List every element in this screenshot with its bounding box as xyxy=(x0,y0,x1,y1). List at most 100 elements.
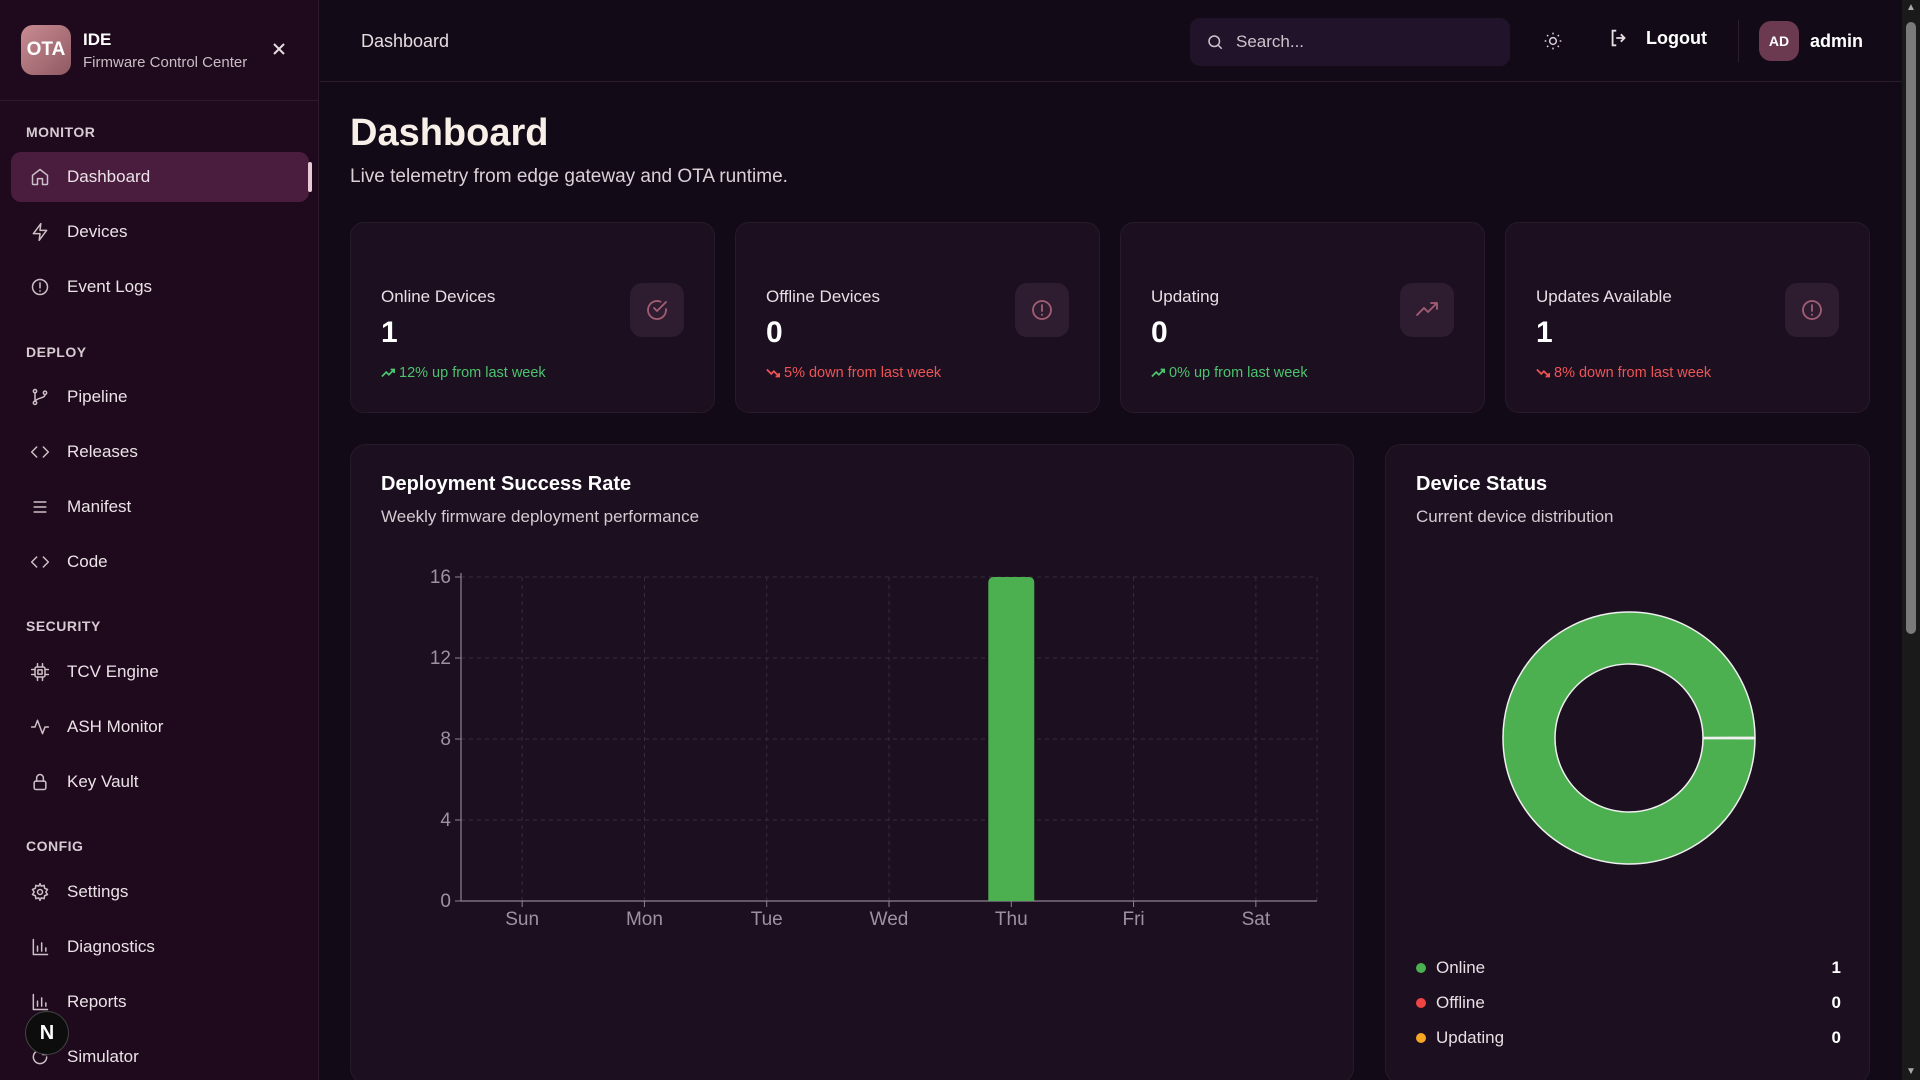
sidebar-item-label: Manifest xyxy=(67,497,132,516)
section-deploy: DEPLOY xyxy=(26,344,87,360)
activity-icon xyxy=(29,716,51,738)
sidebar-item-key-vault[interactable]: Key Vault xyxy=(11,757,309,807)
topbar-divider xyxy=(1738,20,1739,62)
legend-label: Online xyxy=(1436,958,1486,977)
stat-trend: 5% down from last week xyxy=(766,365,941,381)
sidebar-item-label: Diagnostics xyxy=(67,937,155,956)
sidebar-item-label: Simulator xyxy=(67,1047,139,1066)
legend-dot xyxy=(1416,963,1426,973)
brand-header: OTA IDE Firmware Control Center xyxy=(0,0,318,101)
username[interactable]: admin xyxy=(1810,31,1864,51)
brand-title: IDE xyxy=(83,29,112,49)
scroll-thumb[interactable] xyxy=(1906,22,1916,634)
trend-down-icon xyxy=(1536,368,1550,378)
panel-title: Deployment Success Rate xyxy=(381,473,632,495)
legend-value: 0 xyxy=(1831,993,1841,1012)
sidebar-item-dashboard[interactable]: Dashboard xyxy=(11,152,312,202)
x-tick-label: Thu xyxy=(995,909,1028,930)
logout-label: Logout xyxy=(1646,27,1707,48)
y-tick-label: 4 xyxy=(440,810,451,831)
sidebar-item-settings[interactable]: Settings xyxy=(11,867,309,917)
search-input[interactable] xyxy=(1236,32,1496,52)
page-title: Dashboard xyxy=(350,112,549,154)
x-tick-label: Sun xyxy=(505,909,539,930)
search-icon xyxy=(1208,35,1223,50)
home-icon xyxy=(29,166,51,188)
brand-text: IDE Firmware Control Center xyxy=(83,30,247,71)
sidebar-item-diagnostics[interactable]: Diagnostics xyxy=(11,922,309,972)
trending-up-icon xyxy=(1400,283,1454,337)
x-tick-label: Mon xyxy=(626,909,663,930)
stat-value: 1 xyxy=(1536,316,1553,349)
sidebar-item-label: Key Vault xyxy=(67,772,139,791)
sun-icon xyxy=(1544,32,1562,50)
sidebar-item-tcv-engine[interactable]: TCV Engine xyxy=(11,647,309,697)
close-sidebar-button[interactable] xyxy=(266,36,292,62)
stat-trend: 12% up from last week xyxy=(381,365,546,381)
sidebar-item-pipeline[interactable]: Pipeline xyxy=(11,372,309,422)
page-subtitle: Live telemetry from edge gateway and OTA… xyxy=(350,166,788,187)
stat-card-online: Online Devices 1 12% up from last week xyxy=(350,222,715,413)
donut-slice-online xyxy=(1502,611,1756,865)
sidebar-item-label: Dashboard xyxy=(67,167,151,186)
search-box[interactable] xyxy=(1190,18,1510,66)
legend-value: 0 xyxy=(1831,1028,1841,1047)
x-tick-label: Fri xyxy=(1122,909,1144,930)
x-tick-label: Sat xyxy=(1242,909,1271,930)
stat-card-offline: Offline Devices 0 5% down from last week xyxy=(735,222,1100,413)
legend-label: Updating xyxy=(1436,1028,1505,1047)
stat-trend: 0% up from last week xyxy=(1151,365,1308,381)
legend-dot xyxy=(1416,1033,1426,1043)
sidebar-item-ash-monitor[interactable]: ASH Monitor xyxy=(11,702,309,752)
scroll-down-arrow[interactable]: ▼ xyxy=(1906,1066,1916,1077)
bar-chart-icon xyxy=(29,936,51,958)
stat-trend-text: 0% up from last week xyxy=(1169,365,1308,381)
stat-card-updates-available: Updates Available 1 8% down from last we… xyxy=(1505,222,1870,413)
sidebar-item-label: Event Logs xyxy=(67,277,153,296)
sidebar-item-label: Code xyxy=(67,552,108,571)
sidebar-item-code[interactable]: Code xyxy=(11,537,309,587)
panel-subtitle: Weekly firmware deployment performance xyxy=(381,507,700,526)
trend-down-icon xyxy=(766,368,780,378)
bar-thu xyxy=(988,577,1035,901)
legend-dot xyxy=(1416,998,1426,1008)
stat-trend-text: 8% down from last week xyxy=(1554,365,1712,381)
sidebar-item-releases[interactable]: Releases xyxy=(11,427,309,477)
x-tick-label: Tue xyxy=(751,909,783,930)
legend-label: Offline xyxy=(1436,993,1485,1012)
y-tick-label: 12 xyxy=(430,648,451,669)
logout-icon xyxy=(1611,29,1626,47)
sidebar-item-manifest[interactable]: Manifest xyxy=(11,482,309,532)
bolt-icon xyxy=(29,221,51,243)
brand-subtitle: Firmware Control Center xyxy=(83,53,248,71)
sidebar-item-label: Reports xyxy=(67,992,127,1011)
sidebar-item-reports[interactable]: Reports xyxy=(11,977,309,1027)
sidebar: OTA IDE Firmware Control Center MONITOR … xyxy=(0,0,319,1080)
gear-icon xyxy=(29,881,51,903)
sidebar-item-label: Devices xyxy=(67,222,128,241)
stat-trend: 8% down from last week xyxy=(1536,365,1711,381)
scroll-up-arrow[interactable]: ▲ xyxy=(1906,2,1916,13)
sidebar-item-label: Settings xyxy=(67,882,129,901)
git-branch-icon xyxy=(29,386,51,408)
legend-online: Online 1 xyxy=(1416,956,1841,980)
topbar: Dashboard Logout AD admin xyxy=(320,0,1902,82)
avatar[interactable]: AD xyxy=(1759,21,1799,61)
section-config: CONFIG xyxy=(26,838,84,854)
stat-label: Updates Available xyxy=(1536,287,1672,306)
sidebar-item-devices[interactable]: Devices xyxy=(11,207,309,257)
sidebar-item-event-logs[interactable]: Event Logs xyxy=(11,262,309,312)
floating-n-button[interactable]: N xyxy=(25,1011,69,1055)
alert-circle-icon xyxy=(29,276,51,298)
theme-toggle-button[interactable] xyxy=(1539,27,1567,55)
stat-value: 0 xyxy=(766,316,783,349)
legend-updating: Updating 0 xyxy=(1416,1026,1841,1050)
logout-button[interactable]: Logout xyxy=(1608,27,1707,49)
x-tick-label: Wed xyxy=(870,909,909,930)
deployment-panel: Deployment Success Rate Weekly firmware … xyxy=(350,444,1354,1080)
legend-offline: Offline 0 xyxy=(1416,991,1841,1015)
page-scrollbar[interactable]: ▲ ▼ xyxy=(1902,0,1920,1080)
alert-circle-icon xyxy=(1785,283,1839,337)
panel-title: Device Status xyxy=(1416,473,1548,495)
